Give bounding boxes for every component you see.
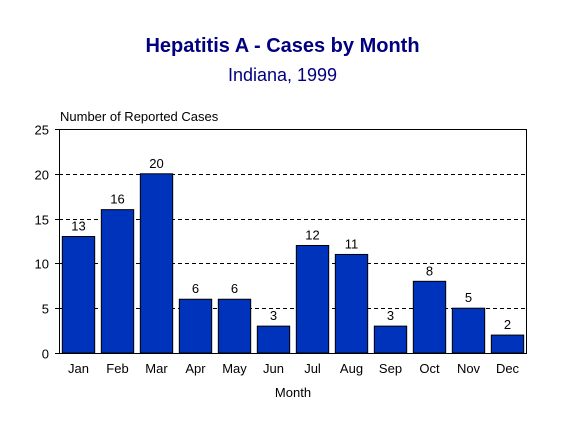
plot-frame bbox=[59, 129, 527, 354]
data-label: 6 bbox=[231, 281, 238, 296]
data-label: 12 bbox=[305, 227, 319, 242]
x-axis-label: Month bbox=[275, 385, 311, 400]
bar-jul bbox=[295, 244, 330, 354]
bar-oct bbox=[412, 280, 447, 354]
y-tick-label: 0 bbox=[42, 347, 49, 362]
data-label: 3 bbox=[270, 308, 277, 323]
bar-nov bbox=[451, 307, 486, 354]
y-tick-label: 10 bbox=[35, 257, 49, 272]
y-axis-label: Number of Reported Cases bbox=[60, 109, 219, 124]
bar-aug bbox=[334, 253, 369, 354]
data-label: 5 bbox=[465, 290, 472, 305]
bar-may bbox=[217, 298, 252, 354]
x-tick-label: Oct bbox=[419, 361, 440, 376]
x-tick-label: Dec bbox=[496, 361, 520, 376]
bar-sep bbox=[373, 325, 408, 354]
data-label: 11 bbox=[345, 236, 359, 251]
bar-mar bbox=[139, 173, 174, 354]
x-tick-label: Sep bbox=[379, 361, 402, 376]
bar-dec bbox=[490, 334, 525, 354]
chart-subtitle: Indiana, 1999 bbox=[227, 65, 338, 85]
x-tick-label: Feb bbox=[106, 361, 128, 376]
x-tick-label: May bbox=[222, 361, 247, 376]
bar-jun bbox=[256, 325, 291, 354]
data-label: 8 bbox=[426, 263, 433, 278]
x-tick-label: Apr bbox=[185, 361, 206, 376]
y-tick-label: 20 bbox=[35, 168, 49, 183]
bar-jan bbox=[61, 236, 96, 354]
data-label: 13 bbox=[71, 219, 85, 234]
x-tick-label: Nov bbox=[457, 361, 481, 376]
data-label: 2 bbox=[504, 317, 511, 332]
data-label: 16 bbox=[110, 192, 124, 207]
bar-apr bbox=[178, 298, 213, 354]
x-tick-label: Jan bbox=[68, 361, 89, 376]
x-tick-label: Jul bbox=[304, 361, 321, 376]
y-tick-label: 15 bbox=[35, 213, 49, 228]
y-tick-label: 5 bbox=[42, 302, 49, 317]
bar-feb bbox=[100, 209, 135, 354]
data-label: 3 bbox=[387, 308, 394, 323]
x-tick-label: Aug bbox=[340, 361, 363, 376]
x-tick-label: Mar bbox=[145, 361, 168, 376]
data-label: 6 bbox=[192, 281, 199, 296]
x-tick-label: Jun bbox=[263, 361, 284, 376]
y-tick-label: 25 bbox=[35, 123, 49, 138]
chart-title: Hepatitis A - Cases by Month bbox=[145, 35, 420, 57]
data-label: 20 bbox=[149, 156, 163, 171]
